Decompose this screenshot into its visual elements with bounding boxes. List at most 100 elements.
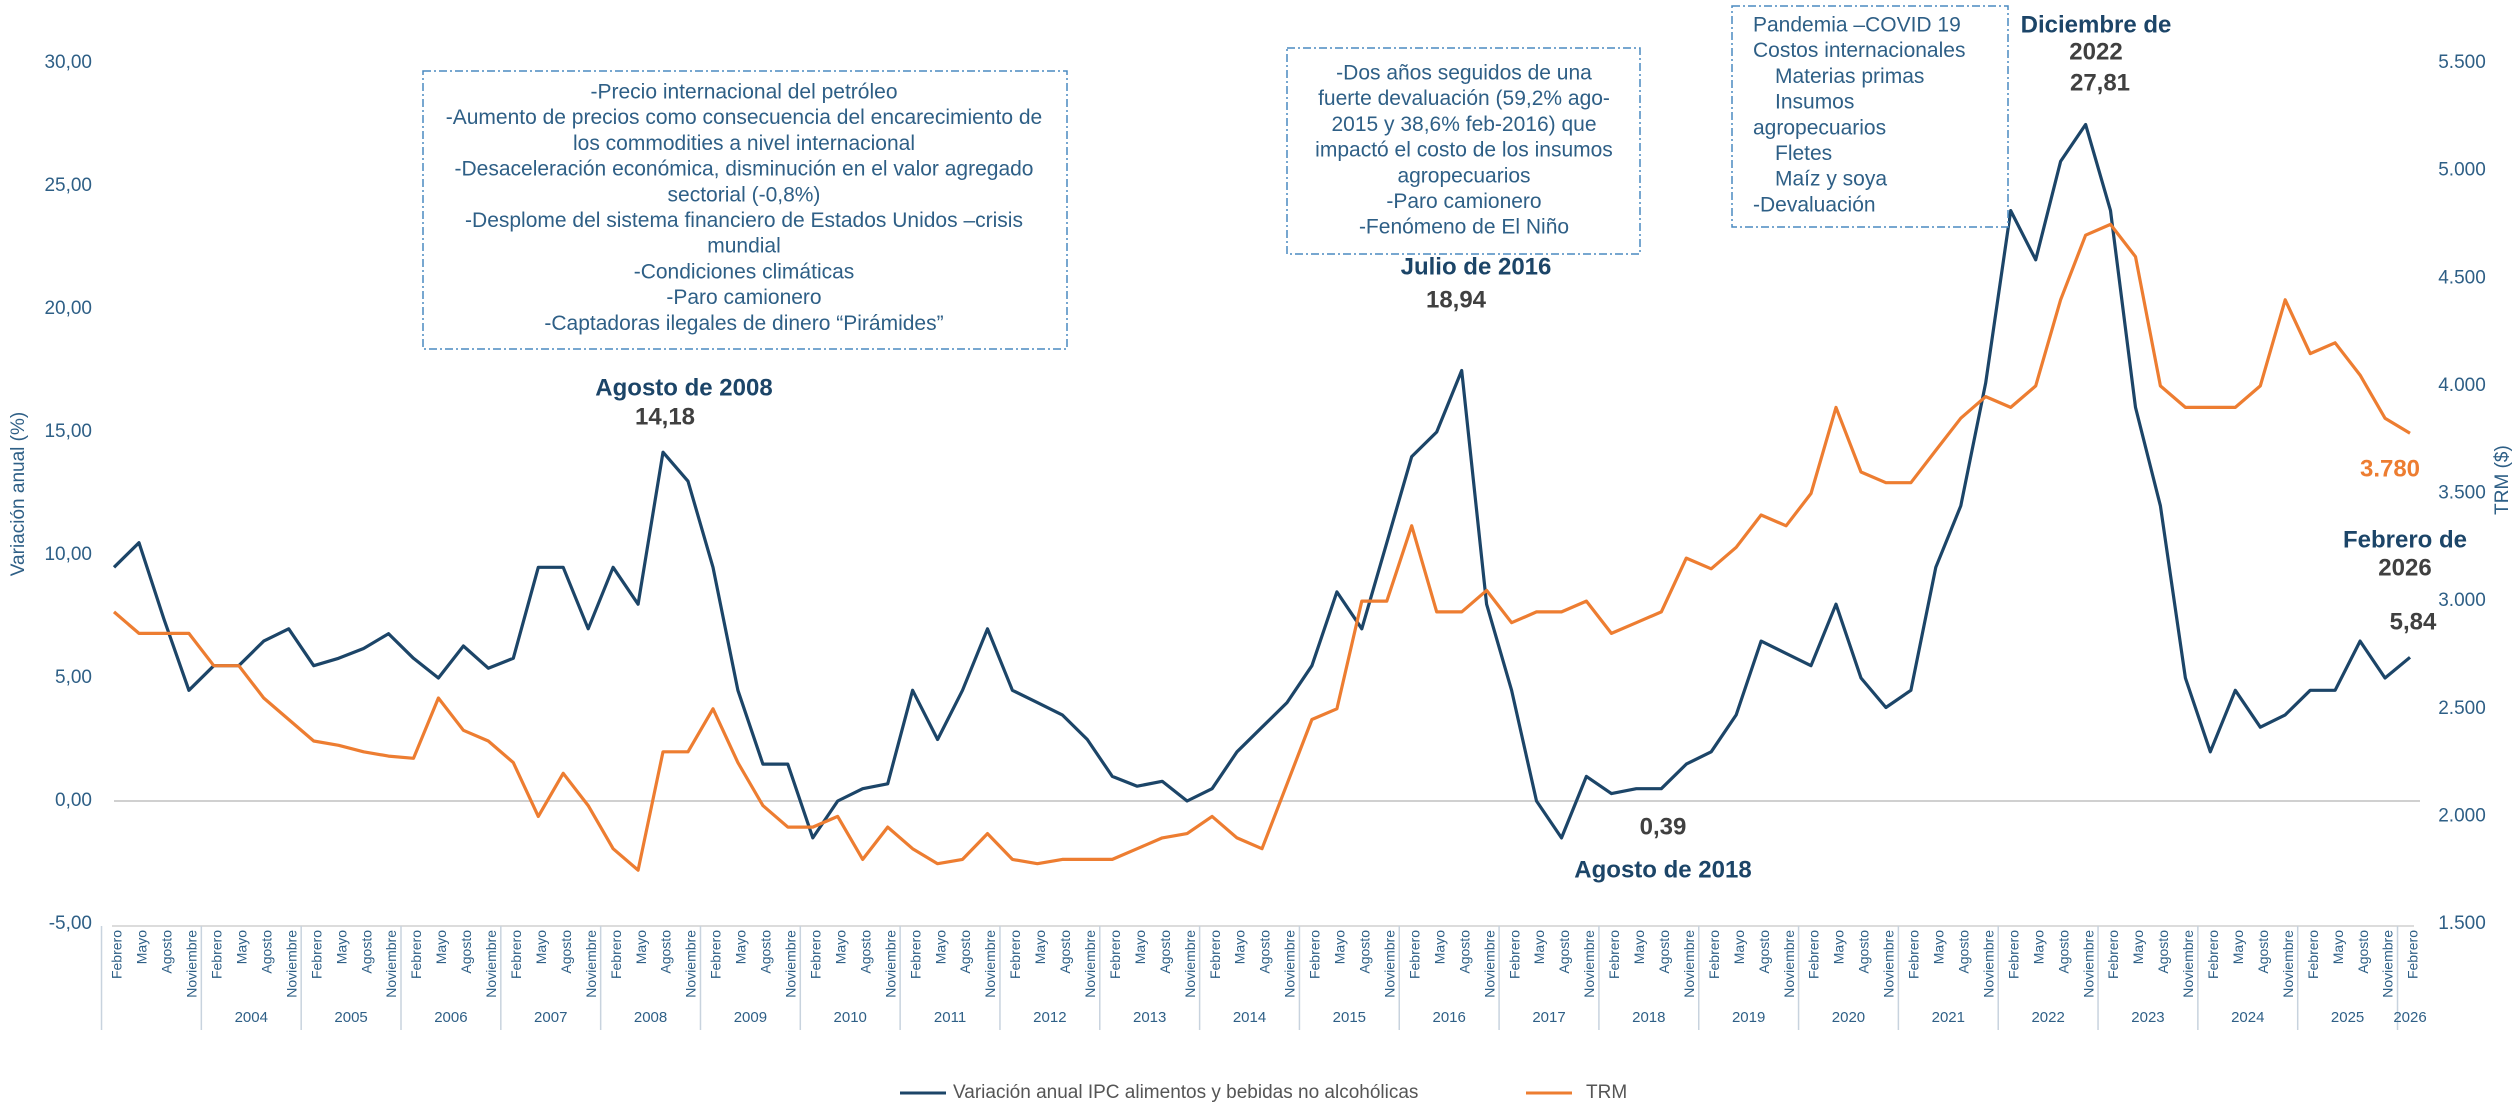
y-tick-label: 25,00 [44, 175, 92, 196]
x-tick-label: Mayo [932, 930, 948, 964]
x-tick-label: Febrero [1706, 930, 1722, 979]
annotation-text: los commodities a nivel internacional [573, 132, 915, 155]
series-line [112, 222, 2411, 872]
x-tick-label: Noviembre [783, 930, 799, 998]
x-tick-label: Agosto [258, 930, 274, 974]
x-tick-label: Noviembre [1781, 930, 1797, 998]
y-tick-label: 30,00 [44, 52, 92, 73]
x-tick-label: Febrero [209, 930, 225, 979]
x-tick-label: Agosto [2155, 930, 2171, 974]
x-tick-label: Mayo [2330, 930, 2346, 964]
x-tick-label: Noviembre [1082, 930, 1098, 998]
x-tick-label: Mayo [1931, 930, 1947, 964]
peak-label: 0,39 [1640, 813, 1687, 840]
x-tick-label: Noviembre [583, 930, 599, 998]
x-tick-label: Noviembre [483, 930, 499, 998]
legend-label: Variación anual IPC alimentos y bebidas … [953, 1082, 1418, 1103]
y-tick-label: 15,00 [44, 421, 92, 442]
peak-label: 3.780 [2360, 455, 2420, 482]
year-label: 2022 [2031, 1009, 2064, 1026]
annotation-text: -Desplome del sistema financiero de Esta… [465, 209, 1023, 232]
x-tick-label: Agosto [1057, 930, 1073, 974]
annotation-text: impactó el costo de los insumos [1315, 139, 1613, 162]
annotation-box [1731, 5, 2009, 228]
x-tick-label: Mayo [2030, 930, 2046, 964]
year-label: 2025 [2331, 1009, 2364, 1026]
x-tick-label: Agosto [2355, 930, 2371, 974]
peak-label: 18,94 [1426, 286, 1487, 313]
annotation-text: 2015 y 38,6% feb-2016) que [1331, 113, 1596, 136]
peak-label: Agosto de 2018 [1574, 856, 1751, 883]
annotation-text: Costos internacionales [1753, 39, 1965, 62]
annotation-text: -Dos años seguidos de una [1336, 62, 1592, 85]
annotation-text: Fletes [1775, 142, 1832, 165]
x-tick-label: Agosto [558, 930, 574, 974]
annotation-text: -Condiciones climáticas [634, 260, 855, 283]
peak-label: Agosto de 2008 [595, 374, 772, 401]
x-tick-label: Mayo [333, 930, 349, 964]
y-tick-label: -5,00 [49, 913, 92, 934]
x-tick-label: Febrero [1007, 930, 1023, 979]
x-tick-label: Agosto [1955, 930, 1971, 974]
x-tick-label: Febrero [308, 930, 324, 979]
x-tick-label: Agosto [358, 930, 374, 974]
x-tick-label: Mayo [1332, 930, 1348, 964]
year-label: 2023 [2131, 1009, 2164, 1026]
x-tick-label: Noviembre [2380, 930, 2396, 998]
annotation-text: Pandemia –COVID 19 [1753, 14, 1961, 37]
x-tick-label: Agosto [658, 930, 674, 974]
x-tick-label: Febrero [2205, 930, 2221, 979]
x-tick-label: Febrero [1606, 930, 1622, 979]
y2-tick-label: 2.000 [2438, 805, 2486, 826]
year-label: 2004 [235, 1009, 268, 1026]
x-tick-label: Noviembre [683, 930, 699, 998]
annotation-text: mundial [707, 235, 781, 258]
x-tick-label: Agosto [2055, 930, 2071, 974]
x-tick-label: Febrero [1806, 930, 1822, 979]
x-tick-label: Agosto [1856, 930, 1872, 974]
x-tick-label: Mayo [1731, 930, 1747, 964]
x-tick-label: Mayo [633, 930, 649, 964]
y2-axis-title: TRM ($) [2492, 445, 2513, 515]
x-tick-label: Agosto [1257, 930, 1273, 974]
x-tick-label: Mayo [733, 930, 749, 964]
annotation-text: -Fenómeno de El Niño [1359, 216, 1569, 239]
year-label: 2021 [1932, 1009, 1965, 1026]
x-tick-label: Mayo [433, 930, 449, 964]
x-tick-label: Noviembre [184, 930, 200, 998]
annotation-box [422, 70, 1068, 350]
peak-label: 14,18 [635, 403, 695, 430]
x-tick-label: Mayo [1431, 930, 1447, 964]
x-tick-label: Febrero [1906, 930, 1922, 979]
x-tick-label: Noviembre [2180, 930, 2196, 998]
x-tick-label: Noviembre [2280, 930, 2296, 998]
x-tick-label: Noviembre [1481, 930, 1497, 998]
year-label: 2007 [534, 1009, 567, 1026]
year-label: 2024 [2231, 1009, 2264, 1026]
x-tick-label: Agosto [458, 930, 474, 974]
x-tick-label: Noviembre [1381, 930, 1397, 998]
y-tick-label: 10,00 [44, 544, 92, 565]
peak-label: Diciembre de [2021, 11, 2172, 38]
annotation-text: Insumos [1775, 91, 1854, 114]
year-label: 2017 [1532, 1009, 1565, 1026]
peak-label: 5,84 [2390, 608, 2437, 635]
x-tick-label: Noviembre [1980, 930, 1996, 998]
y-axis-title: Variación anual (%) [8, 412, 29, 576]
x-tick-label: Febrero [2405, 930, 2421, 979]
y2-tick-label: 1.500 [2438, 913, 2486, 934]
x-tick-label: Mayo [832, 930, 848, 964]
annotation-text: Maíz y soya [1775, 168, 1887, 191]
year-label: 2008 [634, 1009, 667, 1026]
x-tick-label: Agosto [1157, 930, 1173, 974]
year-label: 2006 [434, 1009, 467, 1026]
year-label: 2005 [334, 1009, 367, 1026]
annotation-box [1286, 47, 1641, 255]
year-label: 2014 [1233, 1009, 1266, 1026]
year-label: 2026 [2393, 1009, 2426, 1026]
x-tick-label: Mayo [1132, 930, 1148, 964]
x-tick-label: Febrero [2305, 930, 2321, 979]
annotation-text: -Desaceleración económica, disminución e… [455, 158, 1034, 181]
x-tick-label: Noviembre [1581, 930, 1597, 998]
